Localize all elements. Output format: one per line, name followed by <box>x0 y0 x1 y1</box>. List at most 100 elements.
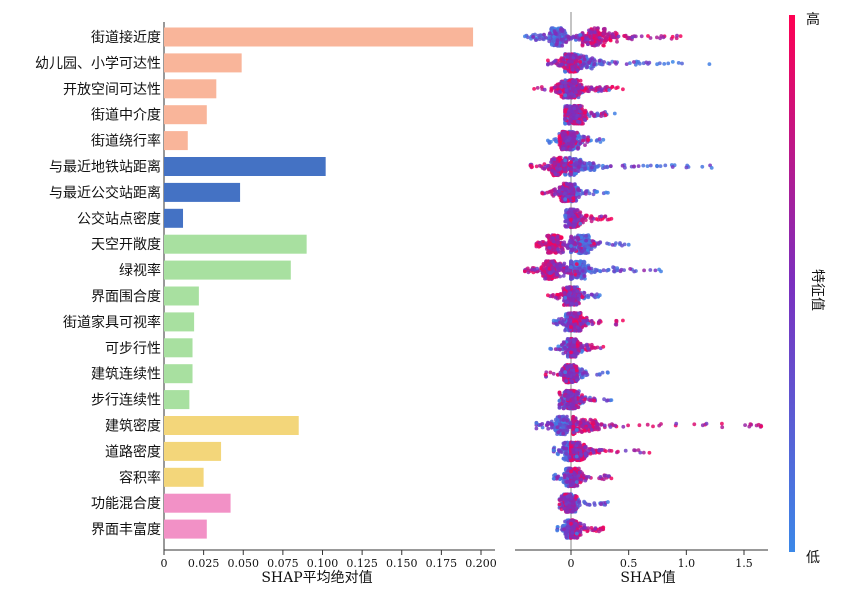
beeswarm-row <box>546 129 606 152</box>
shap-point <box>603 113 608 118</box>
shap-point <box>580 43 585 48</box>
shap-point <box>639 34 644 39</box>
category-label: 可步行性 <box>105 341 161 357</box>
shap-point <box>648 268 653 272</box>
bar <box>164 338 193 358</box>
shap-point <box>558 90 563 94</box>
bar-x-tick-label: 0.075 <box>267 557 299 570</box>
shap-point <box>601 137 606 142</box>
shap-point <box>670 60 675 64</box>
beeswarm-row <box>551 311 625 333</box>
shap-point <box>556 240 560 245</box>
shap-point <box>610 32 615 36</box>
category-label: 界面围合度 <box>91 289 161 305</box>
shap-point <box>552 38 556 43</box>
shap-point <box>572 131 577 136</box>
category-label: 与最近公交站距离 <box>49 184 161 201</box>
shap-point <box>670 165 675 169</box>
bar <box>164 364 193 384</box>
shap-point <box>632 269 637 274</box>
bar <box>164 105 207 125</box>
shap-point <box>626 242 631 247</box>
shap-point <box>582 259 586 264</box>
bar-x-tick-label: 0.050 <box>228 557 260 570</box>
shap-point <box>601 43 605 48</box>
shap-point <box>543 276 547 281</box>
shap-point <box>576 297 580 302</box>
shap-point <box>553 192 557 197</box>
shap-point <box>621 87 625 92</box>
category-label: 开放空间可达性 <box>63 82 161 98</box>
shap-point <box>590 165 594 170</box>
shap-point <box>628 267 633 271</box>
shap-point <box>584 234 588 238</box>
shap-point <box>563 121 568 126</box>
shap-point <box>564 219 569 223</box>
shap-point <box>563 84 568 88</box>
shap-point <box>542 166 547 171</box>
shap-point <box>548 271 552 276</box>
shap-point <box>569 244 573 248</box>
shap-point <box>597 58 602 63</box>
bar-x-tick-label: 0.125 <box>346 557 378 570</box>
shap-point <box>612 35 616 40</box>
shap-point <box>595 165 600 169</box>
shap-point <box>572 209 577 214</box>
shap-point <box>590 41 594 46</box>
shap-point <box>648 163 653 168</box>
shap-point <box>589 111 594 116</box>
bar <box>164 182 241 202</box>
shap-point <box>597 35 602 40</box>
shap-point <box>559 248 564 252</box>
shap-point <box>569 167 574 171</box>
shap-point <box>546 293 550 298</box>
shap-point <box>590 56 595 61</box>
shap-point <box>624 62 629 66</box>
category-label: 绿视率 <box>119 262 161 279</box>
shap-point <box>580 295 585 299</box>
bar-x-tick-label: 0 <box>161 557 168 570</box>
shap-point <box>555 262 559 266</box>
shap-point <box>547 31 552 36</box>
shap-point <box>547 246 552 250</box>
shap-point <box>568 82 573 87</box>
shap-point <box>628 61 632 65</box>
shap-point <box>596 87 601 92</box>
shap-point <box>558 274 562 279</box>
shap-point <box>599 62 604 67</box>
shap-point <box>613 30 618 35</box>
shap-point <box>582 247 587 252</box>
shap-point <box>561 274 566 278</box>
shap-point <box>575 119 580 124</box>
beeswarm-row <box>534 233 631 256</box>
shap-point <box>600 87 604 91</box>
shap-point <box>552 248 557 253</box>
shap-point <box>563 110 568 114</box>
shap-point <box>574 302 579 307</box>
shap-point <box>571 116 576 120</box>
shap-point <box>575 68 580 73</box>
shap-point <box>605 241 609 246</box>
shap-point <box>584 238 588 243</box>
shap-point <box>523 269 527 274</box>
shap-point <box>675 33 679 38</box>
shap-point <box>581 138 585 143</box>
shap-point <box>569 133 573 138</box>
shap-point <box>576 165 581 170</box>
beeswarm-row <box>528 155 714 178</box>
shap-point <box>678 34 683 38</box>
shap-point <box>569 172 573 177</box>
shap-point <box>556 163 561 167</box>
shap-point <box>540 242 545 247</box>
shap-point <box>542 32 546 37</box>
bar-x-tick-label: 0.100 <box>307 557 339 570</box>
beeswarm-row <box>523 26 683 48</box>
shap-point <box>593 267 598 272</box>
shap-point <box>608 164 613 169</box>
shap-point <box>576 86 581 91</box>
shap-point <box>563 80 568 85</box>
shap-point <box>594 43 599 47</box>
shap-point <box>557 266 561 271</box>
shap-point <box>578 221 583 226</box>
shap-point <box>589 85 594 90</box>
